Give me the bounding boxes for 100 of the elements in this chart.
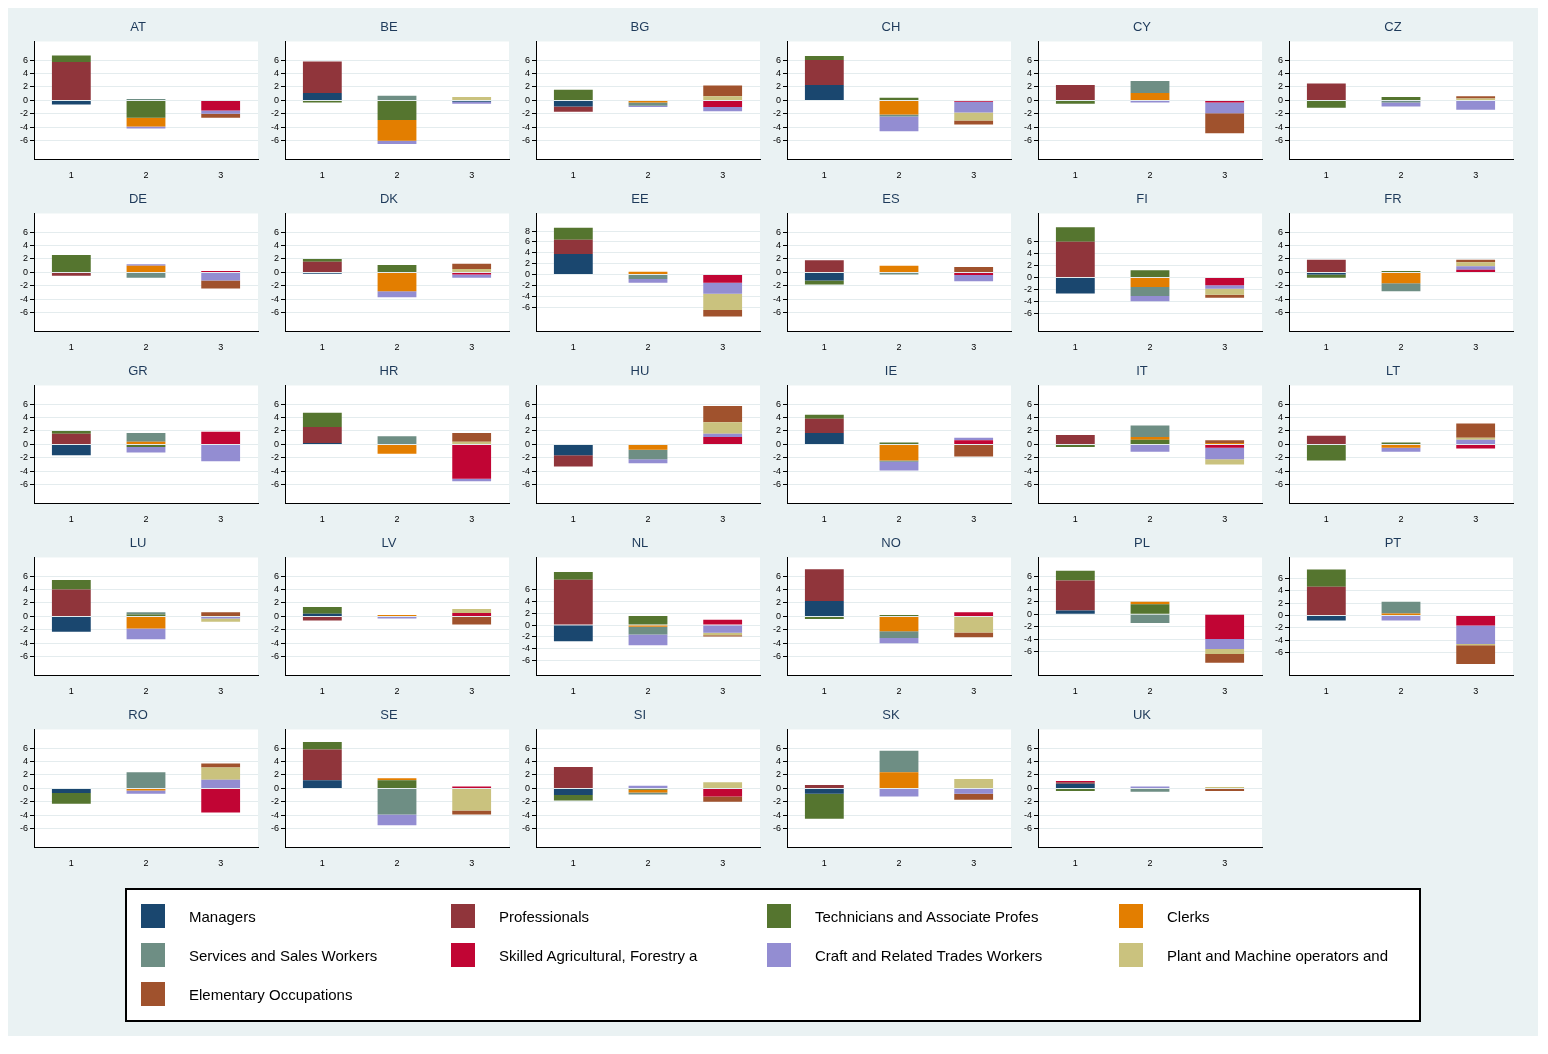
y-tick-label: -4 (19, 637, 28, 648)
chart-title: BG (630, 19, 650, 35)
y-tick-label: -4 (772, 121, 781, 132)
y-tick-label: 6 (1026, 236, 1032, 247)
x-tick-label: 1 (68, 858, 74, 869)
y-tick-label: -2 (1274, 452, 1283, 463)
y-tick-label: 4 (1026, 756, 1032, 766)
y-tick-label: -2 (521, 108, 530, 119)
y-tick-label: -4 (270, 121, 279, 132)
y-tick-label: 6 (1277, 398, 1283, 409)
y-tick-label: 2 (1026, 596, 1032, 607)
x-tick-label: 2 (1398, 686, 1404, 697)
y-tick-label: 2 (775, 253, 781, 264)
x-tick-label: 1 (68, 686, 74, 697)
y-tick-label: 6 (22, 226, 28, 237)
x-tick-label: 3 (218, 686, 224, 697)
x-tick-label: 3 (720, 858, 726, 869)
y-tick-label: 0 (273, 782, 279, 793)
y-tick-label: 2 (1277, 425, 1283, 436)
y-tick-label: -4 (1023, 633, 1032, 644)
legend-label: Clerks (1167, 907, 1210, 925)
y-tick-label: 6 (22, 398, 28, 409)
y-tick-label: 2 (775, 425, 781, 436)
legend-label: Services and Sales Workers (189, 946, 378, 964)
y-tick-label: 2 (524, 769, 530, 780)
y-tick-label: 2 (22, 769, 28, 780)
x-tick-label: 2 (645, 514, 651, 525)
x-tick-label: 1 (68, 170, 74, 181)
y-tick-label: -6 (772, 307, 781, 318)
x-tick-label: 2 (896, 342, 902, 353)
y-tick-label: -4 (19, 121, 28, 132)
x-tick-label: 2 (143, 858, 149, 869)
x-tick-label: 3 (469, 686, 475, 697)
x-tick-label: 2 (896, 858, 902, 869)
y-tick-label: -4 (19, 809, 28, 820)
x-tick-label: 2 (1147, 170, 1153, 181)
x-tick-label: 2 (645, 686, 651, 697)
y-tick-label: -6 (521, 135, 530, 146)
y-tick-label: 2 (1277, 597, 1283, 608)
y-tick-label: -4 (1023, 465, 1032, 476)
chart-title: CH (881, 19, 901, 35)
x-tick-label: 1 (1323, 686, 1329, 697)
y-tick-label: -6 (521, 655, 530, 666)
y-tick-label: 6 (1277, 572, 1283, 583)
y-tick-label: 2 (524, 81, 530, 92)
y-tick-label: 2 (22, 425, 28, 436)
y-tick-label: -6 (1023, 646, 1032, 657)
y-tick-label: -4 (521, 809, 530, 820)
chart-title: SK (882, 707, 900, 723)
y-tick-label: 6 (273, 742, 279, 753)
chart-title: PL (1134, 535, 1150, 551)
y-tick-label: -4 (772, 465, 781, 476)
legend-label: Technicians and Associate Profes (815, 907, 1039, 925)
chart-title: RO (128, 707, 148, 723)
chart-title: HR (379, 363, 399, 379)
x-tick-label: 1 (1323, 514, 1329, 525)
y-tick-label: 0 (524, 619, 530, 630)
y-tick-label: -4 (1274, 634, 1283, 645)
y-tick-label: -4 (521, 290, 530, 301)
y-tick-label: -2 (19, 108, 28, 119)
y-tick-label: -4 (1023, 121, 1032, 132)
y-tick-label: -6 (1274, 479, 1283, 490)
y-tick-label: -2 (772, 108, 781, 119)
y-tick-label: 0 (273, 438, 279, 449)
chart-title: NO (881, 535, 901, 551)
x-tick-label: 3 (1222, 858, 1228, 869)
y-tick-label: -4 (772, 637, 781, 648)
y-tick-label: -6 (19, 651, 28, 662)
y-tick-label: -6 (19, 823, 28, 834)
y-tick-label: 0 (775, 266, 781, 277)
y-tick-label: -2 (521, 631, 530, 642)
x-tick-label: 1 (570, 686, 576, 697)
legend-label: Professionals (499, 907, 590, 925)
y-tick-label: -6 (521, 479, 530, 490)
x-tick-label: 1 (1072, 858, 1078, 869)
chart-title: NL (631, 535, 649, 551)
x-tick-label: 3 (218, 342, 224, 353)
y-tick-label: -6 (19, 479, 28, 490)
y-tick-label: 6 (273, 54, 279, 65)
y-tick-label: -4 (19, 293, 28, 304)
y-tick-label: -4 (270, 809, 279, 820)
x-tick-label: 1 (821, 858, 827, 869)
x-tick-label: 2 (1147, 342, 1153, 353)
y-tick-label: 6 (524, 583, 530, 594)
y-tick-label: -2 (1023, 283, 1032, 294)
x-tick-label: 1 (1323, 342, 1329, 353)
x-tick-label: 2 (896, 170, 902, 181)
chart-title: SI (633, 707, 647, 723)
x-tick-label: 1 (821, 514, 827, 525)
y-tick-label: -6 (270, 823, 279, 834)
y-tick-label: -2 (1274, 108, 1283, 119)
y-tick-label: -6 (521, 301, 530, 312)
y-tick-label: 4 (775, 412, 781, 422)
y-tick-label: 6 (524, 742, 530, 753)
y-tick-label: 0 (22, 438, 28, 449)
chart-title: CZ (1384, 19, 1402, 35)
x-tick-label: 2 (143, 342, 149, 353)
x-tick-label: 3 (1473, 686, 1479, 697)
y-tick-label: -6 (270, 135, 279, 146)
y-tick-label: 4 (524, 68, 530, 78)
